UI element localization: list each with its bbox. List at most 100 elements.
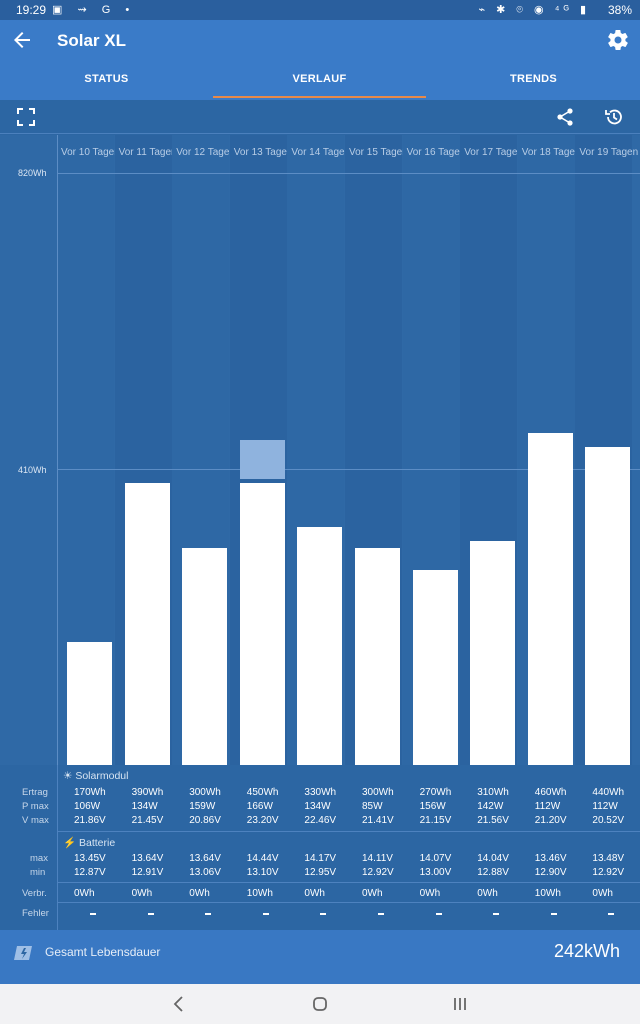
yield-bar[interactable] [239,483,285,765]
gridline [57,469,640,470]
lifetime-total-bar[interactable]: Gesamt Lebensdauer 242kWh [0,930,640,984]
table-cell-pmax: 85W [362,801,383,812]
back-arrow-icon[interactable] [10,28,34,52]
yield-bar[interactable] [355,548,400,765]
table-cell-vmax: 20.86V [189,815,221,826]
table-divider [57,902,640,903]
tab-verlauf[interactable]: VERLAUF [213,64,426,100]
page-title: Solar XL [57,31,126,50]
table-cell-ertrag: 390Wh [131,787,164,798]
gridline [57,173,640,174]
nav-home-icon[interactable] [308,992,332,1016]
nav-back-icon[interactable] [167,992,191,1016]
table-cell-bmin: 12.87V [74,867,106,878]
table-cell-verbr: 0Wh [362,888,383,899]
table-cell-bmax: 13.64V [131,853,164,864]
gear-icon[interactable] [606,28,630,52]
table-cell-vmax: 21.20V [534,815,567,826]
table-cell-pmax: 156W [419,801,446,812]
nav-recents-icon[interactable] [448,992,472,1016]
table-cell-bmax: 14.04V [477,853,509,864]
table-cell-vmax: 23.20V [246,815,279,826]
table-cell-verbr: 0Wh [131,888,153,899]
error-none-dash [550,913,557,915]
x-tick-label: Vor 16 Tagen [406,147,466,158]
row-label-ertrag: Ertrag [22,787,48,798]
table-cell-bmin: 12.92V [362,867,394,878]
table-cell-verbr: 0Wh [477,888,498,899]
row-label-max: max [30,853,48,864]
table-cell-vmax: 21.56V [477,815,509,826]
x-tick-label: Vor 12 Tagen [176,147,235,158]
history-icon[interactable] [604,107,624,127]
chart-toolbar [0,100,640,134]
table-cell-ertrag: 300Wh [189,787,221,798]
y-axis-line [57,135,58,765]
row-label-min: min [30,867,46,878]
table-cell-ertrag: 310Wh [477,787,509,798]
x-tick-label: Vor 10 Tagen [61,147,120,158]
table-cell-bmax: 14.11V [362,853,393,864]
table-cell-bmax: 14.44V [246,853,279,864]
lightning-icon: ⚡ [63,837,77,849]
row-label-verbr: Verbr. [22,888,47,899]
x-tick-label: Vor 11 Tagen [118,147,177,158]
x-tick-label: Vor 13 Tagen [233,147,293,158]
y-tick-label-top: 820Wh [18,168,47,178]
error-none-dash [90,913,96,915]
yield-bar[interactable] [412,570,458,765]
table-cell-verbr: 0Wh [592,888,613,899]
table-cell-ertrag: 450Wh [246,787,279,798]
battery-level: 38% [607,3,632,17]
table-cell-pmax: 134W [304,801,331,812]
table-cell-pmax: 142W [477,801,504,812]
table-cell-vmax: 21.41V [362,815,394,826]
solar-section-label: Solarmodul [75,770,129,782]
yield-bar[interactable] [297,526,343,765]
notification-icons: ▣ ⇝ G • [52,4,136,16]
table-cell-bmax: 14.17V [304,853,337,864]
error-none-dash [147,913,154,915]
app-bar: Solar XL [0,20,640,64]
yield-bar[interactable] [182,548,228,765]
table-divider [57,831,640,832]
table-cell-bmax: 13.64V [189,853,221,864]
tab-status[interactable]: STATUS [84,73,129,85]
yield-bar[interactable] [67,642,112,765]
share-icon[interactable] [555,107,575,127]
yield-bar[interactable] [470,541,516,765]
table-cell-bmax: 13.45V [74,853,106,864]
tab-bar: STATUS VERLAUF TRENDS [0,64,640,100]
yield-bar[interactable] [527,432,573,765]
tab-trends[interactable]: TRENDS [509,73,558,85]
daily-summary-table: ☀ Solarmodul Ertrag P max V max ⚡ Batter… [0,765,640,930]
x-tick-label: Vor 18 Tagen [521,147,581,158]
table-cell-bmax: 13.48V [592,853,625,864]
fullscreen-icon[interactable] [16,107,36,127]
table-cell-bmax: 14.07V [419,853,452,864]
yield-bar[interactable] [585,447,631,765]
solar-panel-icon [12,942,34,964]
table-cell-pmax: 106W [74,801,101,812]
status-bar: 19:29 ▣ ⇝ G • ⌁ ✱ ⌾ ◉ ⁴ᴳ ▮ 38% [0,0,640,20]
table-cell-ertrag: 460Wh [534,787,567,798]
battery-section-label: Batterie [79,837,116,849]
table-cell-pmax: 134W [131,801,158,812]
table-cell-bmin: 12.90V [534,867,567,878]
status-time: 19:29 [16,3,47,17]
lifetime-total-value: 242kWh [553,941,620,961]
table-cell-vmax: 21.45V [131,815,164,826]
table-cell-verbr: 10Wh [534,888,561,899]
table-cell-pmax: 166W [246,801,273,812]
table-cell-ertrag: 270Wh [419,787,452,798]
solar-section-header: ☀ Solarmodul [63,770,128,782]
table-cell-vmax: 21.86V [74,815,106,826]
table-cell-vmax: 22.46V [304,815,337,826]
yield-bar-highlight[interactable] [239,440,285,480]
y-tick-label-mid: 410Wh [18,465,47,475]
system-navigation-bar [0,984,640,1024]
yield-bar[interactable] [124,483,170,765]
table-cell-bmin: 13.10V [246,867,279,878]
table-cell-verbr: 0Wh [304,888,325,899]
error-none-dash [378,913,384,915]
